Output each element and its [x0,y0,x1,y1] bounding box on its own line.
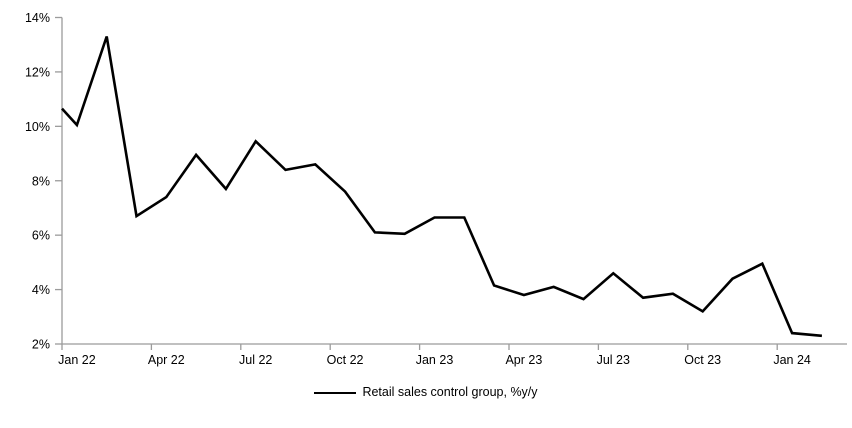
x-tick-label: Jul 22 [239,353,272,367]
y-tick-label: 14% [25,11,50,25]
x-tick-label: Jan 22 [58,353,96,367]
x-tick-label: Jul 23 [597,353,630,367]
x-tick-label: Jan 24 [773,353,811,367]
retail-sales-series-line [61,36,823,338]
x-tick-label: Jan 23 [416,353,454,367]
y-tick-label: 8% [32,174,50,188]
y-tick-label: 10% [25,120,50,134]
x-tick-label: Oct 23 [684,353,721,367]
y-tick-label: 6% [32,229,50,243]
legend-line-sample [314,391,357,394]
y-tick-label: 2% [32,338,50,352]
y-tick-label: 12% [25,65,50,79]
legend: Retail sales control group, %y/y [0,385,852,400]
x-tick-label: Apr 23 [505,353,542,367]
legend-label: Retail sales control group, %y/y [362,385,538,399]
y-tick-label: 4% [32,283,50,297]
x-tick-label: Oct 22 [327,353,364,367]
x-tick-label: Apr 22 [148,353,185,367]
